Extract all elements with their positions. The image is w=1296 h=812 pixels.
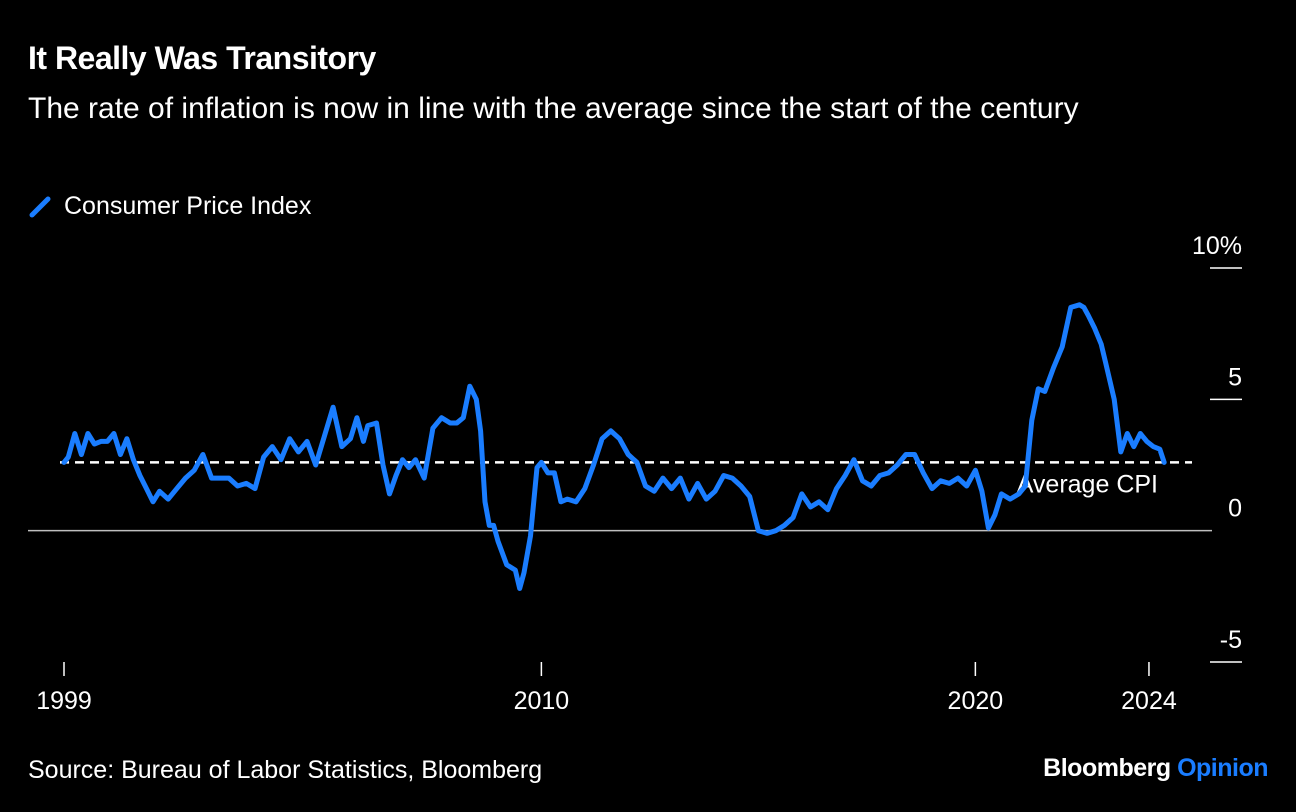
brand-suffix: Opinion	[1177, 754, 1268, 782]
brand-name: Bloomberg	[1043, 754, 1171, 782]
chart-title: It Really Was Transitory	[28, 40, 376, 76]
y-tick-label: 0	[1228, 495, 1242, 523]
x-tick-label: 2024	[1121, 687, 1177, 715]
x-tick-label: 2010	[514, 687, 570, 715]
brand-logo: Bloomberg Opinion	[1043, 754, 1268, 783]
legend: Consumer Price Index	[28, 192, 311, 221]
y-tick-label: 10%	[1192, 232, 1242, 260]
legend-label: Consumer Price Index	[64, 192, 312, 220]
series-line-cpi	[61, 302, 1167, 591]
x-tick-label: 2020	[948, 687, 1004, 715]
y-tick-label: 5	[1228, 363, 1242, 391]
chart-subtitle: The rate of inflation is now in line wit…	[28, 92, 1079, 125]
legend-swatch-icon	[29, 196, 51, 217]
source-note: Source: Bureau of Labor Statistics, Bloo…	[28, 756, 543, 784]
average-cpi-label: Average CPI	[1017, 470, 1158, 498]
x-tick-label: 1999	[36, 687, 92, 715]
y-tick-label: -5	[1220, 626, 1242, 654]
